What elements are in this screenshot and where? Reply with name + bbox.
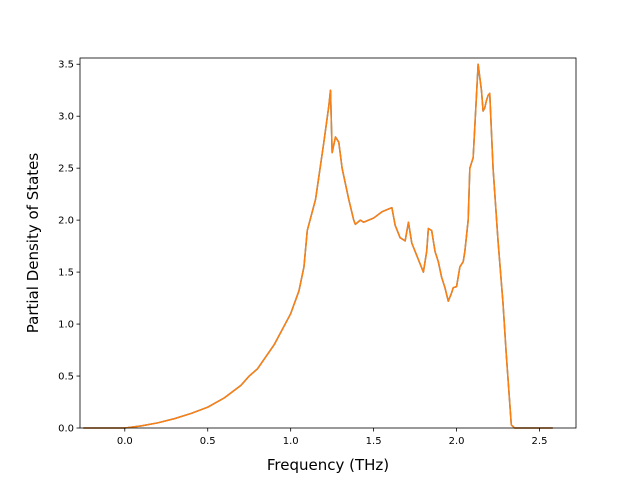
y-tick-label: 3.5 <box>58 60 74 71</box>
x-tick-label: 1.0 <box>283 436 299 447</box>
plot-frame <box>79 57 577 429</box>
x-axis-label: Frequency (THz) <box>267 456 389 474</box>
x-tick-label: 0.0 <box>117 436 133 447</box>
x-tick-label: 2.5 <box>532 436 548 447</box>
y-axis-label: Partial Density of States <box>24 153 42 334</box>
plot-area <box>80 58 576 428</box>
y-tick-label: 2.0 <box>58 216 74 227</box>
x-tick-label: 2.0 <box>449 436 465 447</box>
series-line-2 <box>83 63 553 429</box>
x-axis-ticks: 0.0 0.5 1.0 1.5 2.0 2.5 <box>117 428 548 447</box>
y-axis-ticks: 0.0 0.5 1.0 1.5 2.0 2.5 3.0 3.5 <box>58 60 80 435</box>
y-tick-label: 0.0 <box>58 424 74 435</box>
y-tick-label: 1.0 <box>58 320 74 331</box>
y-tick-label: 0.5 <box>58 372 74 383</box>
y-tick-label: 2.5 <box>58 164 74 175</box>
y-tick-label: 3.0 <box>58 112 74 123</box>
x-tick-label: 1.5 <box>366 436 382 447</box>
y-tick-label: 1.5 <box>58 268 74 279</box>
x-tick-label: 0.5 <box>200 436 216 447</box>
series-layer <box>83 63 553 429</box>
